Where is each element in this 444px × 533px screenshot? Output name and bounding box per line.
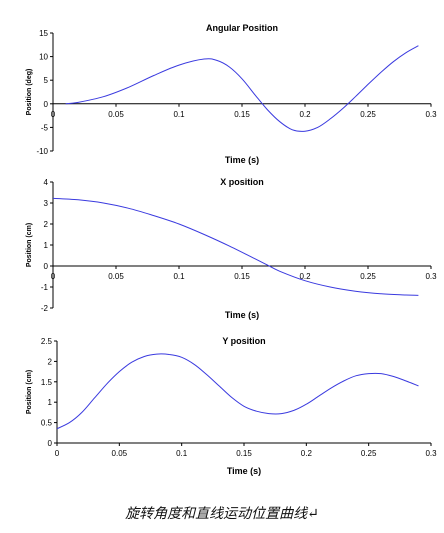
x-axis-title: Time (s) (225, 310, 259, 320)
x-tick-label: 0.2 (299, 110, 311, 119)
x-axis-title: Time (s) (227, 466, 261, 476)
x-tick-label: 0.15 (234, 110, 250, 119)
x-tick-label: 0.1 (173, 110, 185, 119)
figure-caption: 旋转角度和直线运动位置曲线↵ (125, 506, 319, 522)
y-tick-label: 5 (44, 76, 49, 85)
series-line (56, 353, 419, 430)
x-tick-label: 0 (55, 449, 60, 458)
x-tick-label: 0.25 (360, 272, 376, 281)
x-tick-label: 0.05 (108, 110, 124, 119)
y-tick-label: -5 (41, 123, 49, 132)
y-tick-label: 3 (44, 199, 49, 208)
y-tick-label: 0 (48, 439, 53, 448)
x-tick-label: 0.1 (173, 272, 185, 281)
x-tick-label: 0.05 (112, 449, 128, 458)
y-tick-label: 15 (39, 29, 48, 38)
y-tick-label: 10 (39, 53, 48, 62)
x-tick-label: 0.1 (176, 449, 188, 458)
x-tick-label: 0.2 (299, 272, 311, 281)
x-axis-title: Time (s) (225, 155, 259, 165)
x-tick-label: 0.3 (425, 110, 437, 119)
chart-title: X position (220, 177, 264, 187)
x-tick-label: 0.25 (360, 110, 376, 119)
y-tick-label: 0 (44, 262, 49, 271)
x-tick-label: 0.2 (301, 449, 313, 458)
x-tick-label: 0.3 (425, 449, 437, 458)
chart-title: Angular Position (206, 23, 278, 33)
y-tick-label: 1.5 (41, 378, 53, 387)
x-tick-label: 0.15 (236, 449, 252, 458)
x-tick-label: 0 (51, 110, 56, 119)
x-tick-label: 0 (51, 272, 56, 281)
x-tick-label: 0.05 (108, 272, 124, 281)
y-axis-title: Position (cm) (26, 223, 33, 267)
series-line (65, 45, 419, 132)
x-tick-label: 0.15 (234, 272, 250, 281)
y-tick-label: 2.5 (41, 337, 53, 346)
y-tick-label: -10 (36, 147, 48, 156)
y-tick-label: -2 (41, 304, 49, 313)
chart-3: Y position 0 0.5 1 1.5 2 2.5 0 0.05 0.1 0.15 0.2 0.2… (26, 336, 437, 476)
y-tick-label: 1 (44, 241, 49, 250)
chart-title: Y position (222, 336, 265, 346)
y-tick-label: -1 (41, 283, 49, 292)
y-tick-label: 2 (44, 220, 49, 229)
x-tick-label: 0.3 (425, 272, 437, 281)
series-line (52, 197, 419, 296)
y-tick-label: 1 (48, 398, 53, 407)
y-tick-label: 4 (44, 178, 49, 187)
y-tick-label: 0 (44, 100, 49, 109)
x-tick-label: 0.25 (361, 449, 377, 458)
y-tick-label: 2 (48, 357, 53, 366)
y-axis-title: Position (deg) (26, 69, 33, 116)
y-tick-label: 0.5 (41, 419, 53, 428)
y-axis-title: Position (cm) (26, 370, 33, 414)
